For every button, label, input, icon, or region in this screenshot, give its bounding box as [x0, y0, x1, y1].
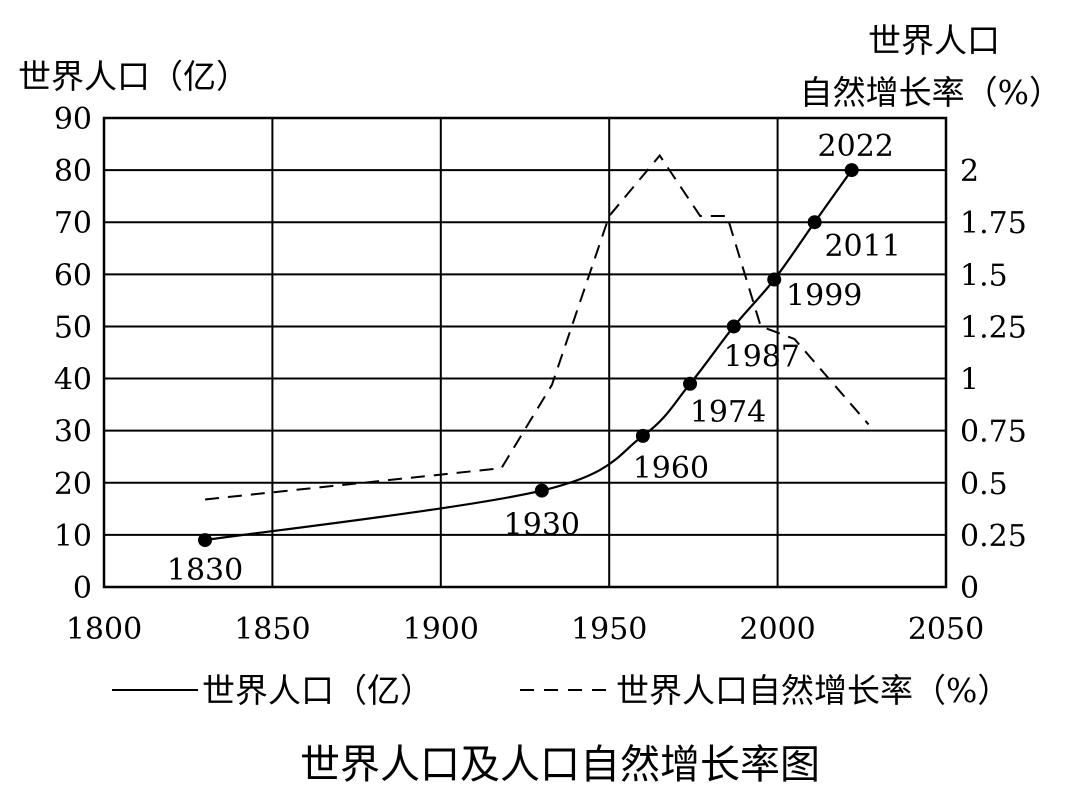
population-point: [767, 272, 782, 287]
y-right-tick-label: 1.5: [960, 258, 1008, 293]
population-line: [204, 169, 853, 542]
y-left-tick-label: 60: [54, 258, 92, 293]
x-tick-label: 1950: [571, 612, 647, 647]
x-tick-label: 1900: [403, 612, 479, 647]
y-right-tick-label: 0.5: [960, 467, 1008, 502]
population-point: [807, 215, 822, 230]
population-point: [534, 483, 549, 498]
y-right-tick-label: 0: [960, 571, 979, 606]
x-tick-label: 1800: [66, 612, 142, 647]
population-point-label: 1974: [690, 395, 766, 430]
population-point-label: 1930: [504, 508, 580, 543]
population-point-label: 2011: [824, 229, 900, 264]
y-left-tick-label: 40: [54, 363, 92, 398]
y-left-tick-label: 70: [54, 206, 92, 241]
y-right-tick-label: 1: [960, 363, 979, 398]
y-left-tick-label: 90: [54, 102, 92, 137]
x-tick-label: 2000: [739, 612, 815, 647]
grid: [102, 116, 948, 589]
y-left-tick-label: 30: [54, 415, 92, 450]
growth-rate-line: [204, 153, 870, 501]
population-point-label: 1987: [724, 339, 800, 374]
chart-caption: 世界人口及人口自然增长率图: [300, 742, 820, 788]
legend-population-label: 世界人口（亿）: [202, 671, 433, 710]
y-left-tick-label: 0: [73, 571, 92, 606]
y-right-axis-title-line2: 自然增长率（%）: [800, 73, 1062, 112]
population-point: [844, 163, 859, 178]
y-left-tick-label: 80: [54, 154, 92, 189]
population-point: [198, 533, 213, 548]
population-point-label: 1999: [786, 279, 862, 314]
y-right-tick-label: 0.25: [960, 519, 1027, 554]
population-point-label: 1830: [167, 553, 243, 588]
population-point-label: 1960: [633, 451, 709, 486]
population-point: [683, 376, 698, 391]
y-left-tick-label: 10: [54, 519, 92, 554]
y-right-axis-title-line1: 世界人口: [868, 21, 1000, 60]
population-point: [726, 319, 741, 334]
x-tick-label: 1850: [234, 612, 310, 647]
legend-growth-rate-label: 世界人口自然增长率（%）: [616, 671, 1010, 710]
axis-ticks: 0 10 20 30 40 50 60 70 80 90 0 0.25 0.5 0.75 1 1.25 1.5 1…: [54, 102, 1027, 647]
x-tick-label: 2050: [908, 612, 984, 647]
series: [198, 153, 870, 548]
y-left-axis-title: 世界人口（亿）: [18, 57, 249, 96]
y-left-tick-label: 20: [54, 467, 92, 502]
population-point: [635, 428, 650, 443]
y-right-tick-label: 1.75: [960, 206, 1027, 241]
point-labels: 1830 1930 1960 1974 1987 1999 2011 2022: [167, 129, 901, 588]
y-left-tick-label: 50: [54, 310, 92, 345]
y-right-tick-label: 1.25: [960, 310, 1027, 345]
population-point-label: 2022: [818, 129, 894, 164]
y-right-tick-label: 0.75: [960, 415, 1027, 450]
plot-frame: [102, 116, 948, 589]
y-right-tick-label: 2: [960, 154, 979, 189]
